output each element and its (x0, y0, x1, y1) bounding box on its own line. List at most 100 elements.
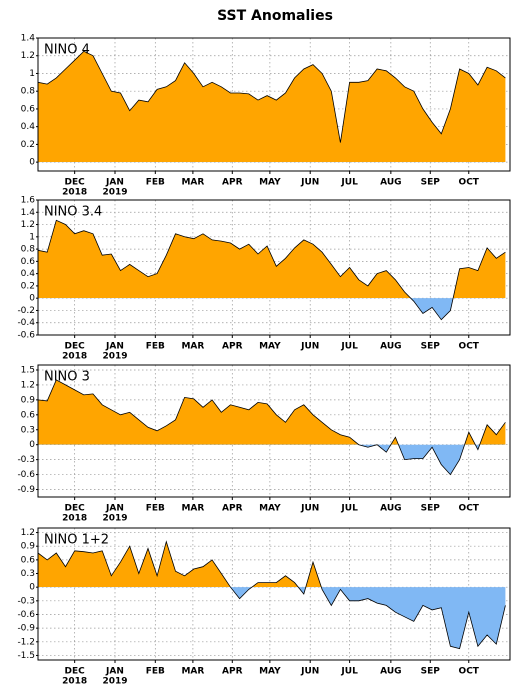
plot-frame (37, 199, 511, 336)
x-tick-label: JAN (105, 504, 124, 514)
x-tick-label: AUG (380, 667, 401, 677)
line (37, 219, 506, 321)
x-tick-label: JUN (300, 667, 319, 677)
y-tick-label: 1.4 (21, 208, 36, 218)
x-year-label: 2019 (102, 352, 127, 362)
y-tick-label: -0.3 (17, 455, 35, 465)
x-tick-label: APR (222, 504, 243, 514)
y-tick-label: -0.6 (17, 331, 35, 341)
y-tick-label: 0 (29, 158, 35, 168)
plot-frame (37, 527, 511, 661)
x-tick-label: MAY (259, 667, 281, 677)
x-tick-label: DEC (65, 667, 86, 677)
x-tick-label: APR (222, 667, 243, 677)
x-tick-label: OCT (459, 504, 480, 514)
x-tick-label: OCT (459, 342, 480, 352)
x-year-label: 2018 (62, 352, 87, 362)
y-tick-label: -0.9 (17, 624, 35, 634)
figure-title: SST Anomalies (217, 8, 333, 24)
x-tick-label: DEC (65, 178, 86, 188)
y-tick-label: 1.2 (21, 528, 35, 538)
x-tick-label: AUG (380, 504, 401, 514)
area (38, 51, 506, 163)
x-tick-label: MAY (259, 342, 281, 352)
panel-title: NINO 3.4 (44, 205, 102, 220)
x-tick-label: JUL (340, 342, 358, 352)
x-tick-label: JAN (105, 178, 124, 188)
y-tick-label: 0.8 (21, 87, 36, 97)
area (38, 541, 506, 649)
y-tick-label: 0.3 (21, 425, 35, 435)
x-year-label: 2019 (102, 188, 127, 198)
y-tick-label: 1.2 (21, 380, 35, 390)
x-year-label: 2018 (62, 188, 87, 198)
line (37, 379, 506, 476)
x-tick-label: FEB (146, 667, 165, 677)
x-tick-label: MAY (259, 178, 281, 188)
x-tick-label: MAY (259, 504, 281, 514)
line (37, 50, 506, 143)
x-tick-label: JUL (340, 178, 358, 188)
y-tick-label: 1 (29, 69, 35, 79)
y-tick-label: -0.3 (17, 596, 35, 606)
y-tick-label: -1.2 (17, 637, 35, 647)
x-tick-label: OCT (459, 178, 480, 188)
y-tick-label: -0.4 (17, 318, 35, 328)
y-tick-label: -0.2 (17, 306, 35, 316)
x-tick-label: SEP (421, 178, 441, 188)
x-year-label: 2019 (102, 677, 127, 687)
x-tick-label: DEC (65, 504, 86, 514)
y-tick-label: 0.4 (21, 122, 36, 132)
y-tick-label: 0.2 (21, 281, 35, 291)
y-tick-label: 1.6 (21, 196, 36, 206)
x-tick-label: SEP (421, 504, 441, 514)
y-tick-label: 1 (29, 232, 35, 242)
y-tick-label: -0.6 (17, 610, 35, 620)
x-tick-label: MAR (181, 667, 204, 677)
y-tick-label: 0.6 (21, 555, 36, 565)
x-tick-label: SEP (421, 342, 441, 352)
y-tick-label: 0.2 (21, 140, 35, 150)
x-tick-label: JUN (300, 342, 319, 352)
x-tick-label: FEB (146, 178, 165, 188)
y-tick-label: 0 (29, 583, 35, 593)
y-tick-label: 1.5 (21, 365, 35, 375)
y-tick-label: 0.9 (21, 395, 36, 405)
x-tick-label: MAR (181, 178, 204, 188)
y-tick-label: 0.6 (21, 410, 36, 420)
y-tick-label: 1.2 (21, 220, 35, 230)
y-tick-label: -0.9 (17, 485, 35, 495)
plot-frame (37, 37, 511, 172)
x-tick-label: AUG (380, 178, 401, 188)
x-tick-label: FEB (146, 342, 165, 352)
x-tick-label: OCT (459, 667, 480, 677)
x-year-label: 2018 (62, 514, 87, 524)
x-tick-label: APR (222, 178, 243, 188)
x-tick-label: SEP (421, 667, 441, 677)
y-tick-label: 0.4 (21, 269, 36, 279)
area (38, 379, 506, 475)
x-tick-label: DEC (65, 342, 86, 352)
x-tick-label: APR (222, 342, 243, 352)
y-tick-label: -1.5 (17, 651, 35, 661)
y-tick-label: 0.6 (21, 104, 36, 114)
y-tick-label: 0.6 (21, 257, 36, 267)
plot-frame (37, 364, 511, 498)
x-tick-label: FEB (146, 504, 165, 514)
y-tick-label: 1.2 (21, 51, 35, 61)
y-tick-label: 0.8 (21, 245, 36, 255)
y-tick-label: 0 (29, 440, 35, 450)
x-tick-label: JUN (300, 504, 319, 514)
x-year-label: 2018 (62, 677, 87, 687)
x-tick-label: JAN (105, 342, 124, 352)
y-tick-label: 0 (29, 294, 35, 304)
x-tick-label: JUN (300, 178, 319, 188)
y-tick-label: 0.9 (21, 542, 36, 552)
y-tick-label: -0.6 (17, 470, 35, 480)
x-tick-label: JAN (105, 667, 124, 677)
panel-title: NINO 4 (44, 43, 90, 58)
y-tick-label: 1.4 (21, 34, 36, 44)
area (38, 220, 506, 320)
y-tick-label: 0.3 (21, 569, 35, 579)
